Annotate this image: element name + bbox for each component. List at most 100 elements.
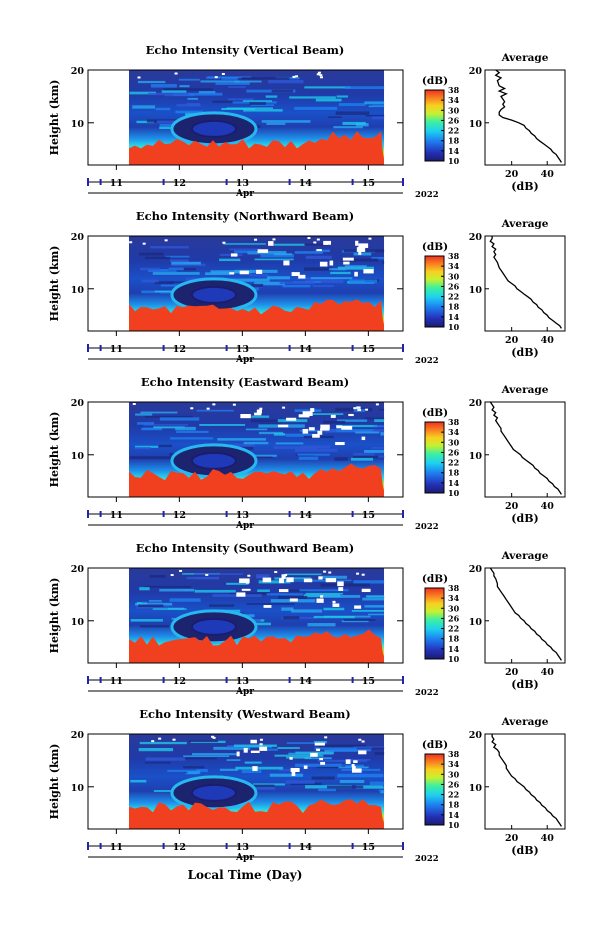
average-title: Average (501, 52, 549, 64)
heatmap-streak (350, 457, 374, 461)
colorbar-tick-label: 14 (448, 478, 460, 488)
heatmap-streak (311, 776, 335, 780)
heatmap-streak (273, 433, 286, 436)
colorbar (424, 587, 445, 660)
heatmap-streak (136, 606, 169, 609)
heatmap-streak (250, 104, 275, 106)
average-y-tick-label: 20 (469, 66, 483, 77)
heatmap-streak (254, 281, 285, 286)
plot-frame (87, 567, 404, 664)
heatmap-streak (213, 746, 251, 750)
heatmap-missing (164, 239, 168, 242)
colorbar-tick-label: 10 (448, 156, 460, 166)
heatmap-missing (348, 413, 354, 417)
heatmap-streak (219, 768, 239, 771)
heatmap-streak (210, 270, 252, 274)
heatmap-surface-layer (128, 463, 385, 497)
heatmap-missing (320, 424, 330, 430)
heatmap-streak (335, 407, 373, 412)
heatmap-streak (318, 788, 336, 792)
heatmap-streak (142, 427, 154, 430)
heatmap-streak (136, 120, 155, 124)
heatmap-streak (223, 243, 266, 245)
heatmap-streak (348, 758, 371, 761)
y-axis-label: Height (km) (48, 744, 61, 820)
average-x-tick-label: 20 (505, 169, 519, 180)
heatmap-streak (150, 84, 177, 88)
heatmap-streak (294, 106, 337, 110)
heatmap-missing (278, 589, 289, 593)
heatmap-streak (145, 757, 186, 761)
average-profile-line (491, 734, 562, 827)
heatmap-missing (316, 249, 322, 252)
heatmap-streak (379, 408, 385, 411)
heatmap-missing (358, 250, 362, 255)
colorbar-tick-label: 30 (448, 769, 460, 779)
heatmap-streak (336, 419, 368, 422)
heatmap-streak (159, 126, 171, 130)
heatmap-streak (137, 80, 166, 84)
heatmap-streak (321, 575, 348, 579)
heatmap-streak (226, 582, 249, 585)
heatmap-streak (142, 601, 161, 603)
colorbar-tick-label: 34 (448, 427, 460, 437)
average-y-tick-label: 10 (469, 119, 483, 130)
heatmap-streak (339, 779, 365, 784)
colorbar (424, 89, 445, 162)
heatmap-streak (241, 77, 290, 80)
heatmap-streak (353, 580, 385, 584)
heatmap-streak (187, 771, 201, 774)
heatmap-streak (139, 267, 160, 271)
heatmap-missing (361, 588, 371, 593)
heatmap-missing (368, 237, 372, 240)
heatmap-streak (286, 756, 312, 759)
heatmap-missing (212, 403, 216, 406)
chart-title: Echo Intensity (Westward Beam) (139, 707, 350, 721)
heatmap-missing (302, 411, 313, 416)
heatmap-streak (273, 243, 306, 246)
x-tick-label: 13 (236, 178, 249, 189)
heatmap-streak (152, 272, 200, 275)
heatmap-missing (298, 274, 306, 279)
heatmap-streak (278, 595, 308, 599)
average-y-tick-label: 10 (469, 617, 483, 628)
heatmap-streak (263, 748, 278, 751)
heatmap-streak (153, 790, 184, 792)
heatmap-missing (190, 407, 194, 410)
heatmap-missing (303, 765, 308, 769)
average-y-tick-label: 10 (469, 285, 483, 296)
heatmap-streak (268, 79, 304, 84)
heatmap-streak (315, 98, 342, 102)
heatmap-streak (372, 104, 385, 107)
x-tick-label: 14 (299, 510, 313, 521)
heatmap-streak (329, 268, 347, 271)
heatmap-missing (354, 605, 362, 609)
heatmap-streak (167, 769, 201, 772)
heatmap-streak (353, 746, 385, 749)
x-tick-label: 15 (362, 178, 375, 189)
heatmap-streak (329, 749, 372, 752)
heatmap-missing (284, 574, 288, 577)
heatmap-streak (336, 95, 349, 98)
colorbar-tick-label: 38 (448, 251, 460, 261)
figure-xlabel: Local Time (Day) (188, 868, 303, 882)
heatmap-streak (274, 253, 293, 256)
y-tick-label: 20 (71, 398, 85, 409)
heatmap-missing (129, 241, 133, 244)
x-tick-label: 12 (173, 842, 186, 853)
heatmap-streak (226, 759, 241, 761)
average-y-tick-label: 10 (469, 451, 483, 462)
colorbar-tick-label: 26 (448, 779, 460, 789)
heatmap-missing (279, 578, 284, 584)
heatmap-surface-layer (128, 299, 385, 331)
heatmap-streak (355, 785, 384, 789)
heatmap-streak (318, 744, 367, 748)
heatmap-missing (174, 72, 178, 75)
heatmap-streak (156, 120, 190, 124)
average-x-tick-label: 20 (505, 833, 519, 844)
heatmap-missing (250, 739, 257, 744)
year-label: 2022 (415, 854, 439, 864)
average-title: Average (501, 218, 549, 230)
heatmap-missing (259, 738, 263, 741)
heatmap-streak (176, 430, 209, 433)
